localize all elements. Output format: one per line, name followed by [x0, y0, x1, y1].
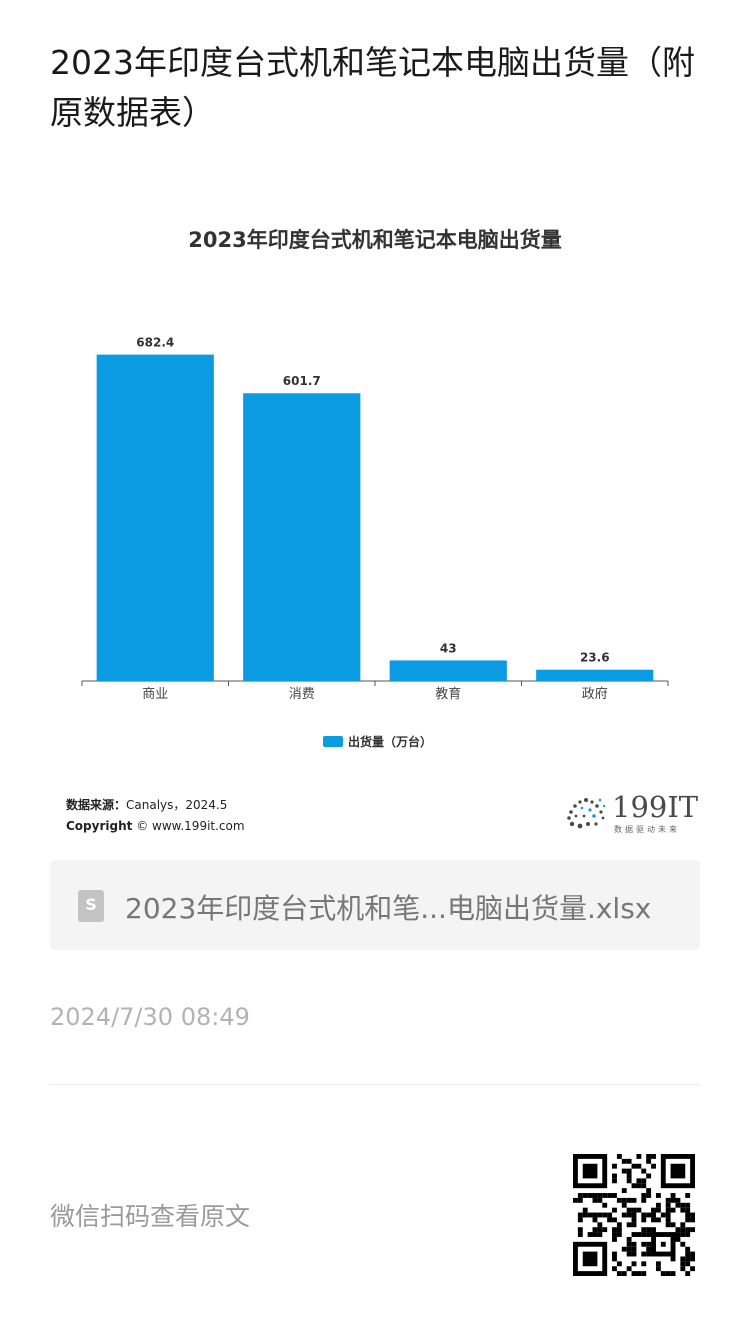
bar-value-label: 601.7: [283, 374, 321, 388]
category-label: 教育: [435, 686, 461, 702]
publish-timestamp: 2024/7/30 08:49: [50, 1003, 250, 1031]
attachment-filename[interactable]: 2023年印度台式机和笔...电脑出货量.xlsx: [125, 892, 652, 925]
logo-dots-icon: [567, 798, 606, 829]
copyright-label: Copyright: [66, 819, 133, 833]
source-label: 数据来源：: [66, 798, 127, 812]
brand-logo: 199IT 数据驱动未来: [560, 788, 698, 836]
bar: [389, 660, 507, 681]
bar-value-label: 23.6: [580, 651, 610, 665]
copyright-value: © www.199it.com: [136, 819, 245, 833]
bar: [96, 354, 214, 681]
page-title: 2023年印度台式机和笔记本电脑出货量（附原数据表）: [50, 43, 695, 132]
divider: [50, 1084, 700, 1085]
source-value: Canalys，2024.5: [126, 798, 228, 812]
chart-title: 2023年印度台式机和笔记本电脑出货量: [188, 228, 561, 252]
category-label: 政府: [582, 687, 608, 702]
logo-subtitle: 数据驱动未来: [614, 825, 680, 834]
category-label: 商业: [142, 687, 168, 702]
attachment-card[interactable]: S 2023年印度台式机和笔...电脑出货量.xlsx: [50, 860, 700, 950]
category-label: 消费: [289, 687, 315, 702]
logo-text: 199IT: [612, 790, 699, 824]
legend-label: 出货量（万台）: [348, 734, 432, 749]
bar-chart: 2023年印度台式机和笔记本电脑出货量 682.4 商业 601.7 消费 43 教育 23.…: [50, 205, 700, 845]
source-block: 数据来源：Canalys，2024.5 Copyright © www.199i…: [66, 795, 245, 837]
bar-value-label: 682.4: [136, 336, 174, 350]
chart-svg: 2023年印度台式机和笔记本电脑出货量 682.4 商业 601.7 消费 43 教育 23.…: [81, 228, 669, 749]
scan-prompt: 微信扫码查看原文: [50, 1202, 251, 1231]
qr-code-icon[interactable]: [573, 1154, 695, 1276]
spreadsheet-icon: S: [78, 890, 104, 922]
legend-swatch: [323, 736, 343, 747]
bar-value-label: 43: [440, 641, 457, 655]
bar: [243, 393, 361, 681]
bar: [536, 669, 654, 681]
